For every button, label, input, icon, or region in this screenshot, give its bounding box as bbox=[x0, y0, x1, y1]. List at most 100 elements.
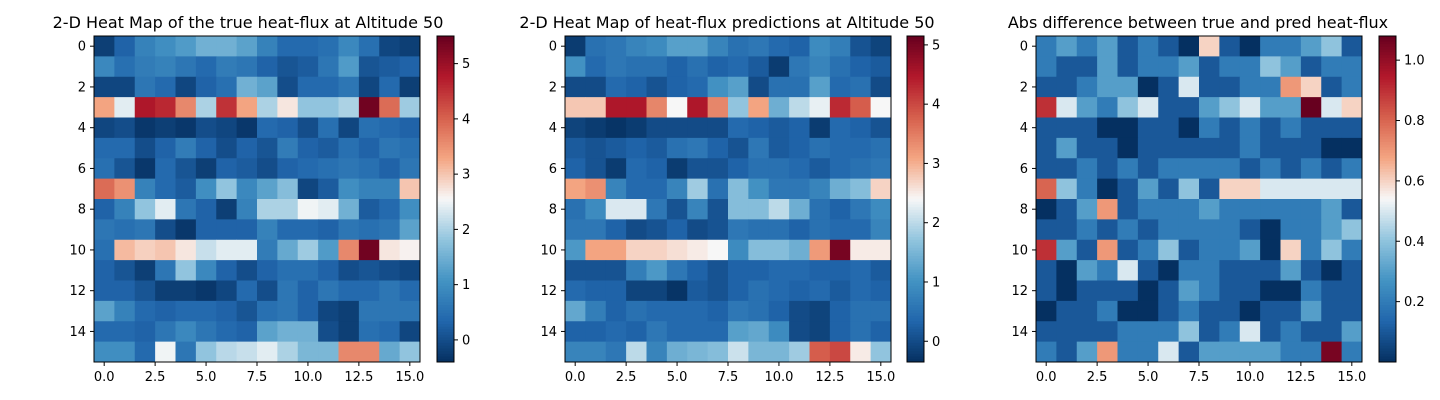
heatmap-cell bbox=[1260, 137, 1281, 159]
heatmap-cell bbox=[1199, 260, 1220, 281]
heatmap-cell bbox=[585, 260, 607, 281]
heatmap-cell bbox=[646, 178, 668, 200]
heatmap-cell bbox=[646, 219, 668, 241]
heatmap-cell bbox=[297, 76, 319, 98]
heatmap-cell bbox=[666, 97, 688, 118]
colorbar-segment bbox=[437, 166, 454, 170]
heatmap-cell bbox=[728, 158, 749, 180]
heatmap-cell bbox=[1158, 36, 1180, 57]
heatmap-cell bbox=[646, 280, 668, 302]
heatmap-cell bbox=[216, 36, 238, 57]
heatmap-cell bbox=[1076, 178, 1098, 200]
heatmap-cell bbox=[277, 199, 299, 220]
colorbar-segment bbox=[437, 131, 454, 135]
heatmap-cell bbox=[1158, 158, 1180, 180]
x-tick-label: 7.5 bbox=[718, 370, 739, 385]
heatmap-cell bbox=[626, 158, 647, 180]
colorbar-segment bbox=[437, 120, 454, 124]
heatmap-cell bbox=[277, 341, 299, 363]
heatmap-cell bbox=[585, 280, 607, 302]
colorbar-segment bbox=[907, 237, 924, 241]
heatmap-cell bbox=[728, 260, 749, 281]
heatmap-cell bbox=[1036, 321, 1057, 343]
heatmap-cell bbox=[1239, 76, 1261, 98]
heatmap-cell bbox=[850, 219, 872, 241]
heatmap-cell bbox=[707, 199, 729, 220]
heatmap-cell bbox=[829, 199, 851, 220]
heatmap-cell bbox=[1341, 137, 1363, 159]
colorbar-segment bbox=[1379, 269, 1396, 273]
heatmap-cell bbox=[1260, 219, 1281, 241]
heatmap-cell bbox=[687, 199, 709, 220]
heatmap-cell bbox=[1097, 300, 1118, 322]
colorbar-segment bbox=[437, 345, 454, 349]
heatmap-cell bbox=[1219, 56, 1241, 78]
heatmap-cell bbox=[1199, 97, 1220, 118]
heatmap-cell bbox=[626, 137, 647, 159]
heatmap-cell bbox=[1321, 239, 1343, 261]
colorbar-segment bbox=[1379, 296, 1396, 301]
colorbar-segment bbox=[437, 114, 454, 118]
heatmap-cell bbox=[114, 36, 136, 57]
colorbar-segment bbox=[1379, 133, 1396, 138]
colorbar-segment bbox=[1379, 250, 1396, 254]
colorbar-segment bbox=[437, 231, 454, 235]
colorbar-segment bbox=[1379, 128, 1396, 132]
heatmap-cell bbox=[1280, 341, 1302, 363]
heatmap-cell bbox=[379, 219, 401, 241]
heatmap-cell bbox=[1056, 341, 1078, 363]
heatmap-cell bbox=[1199, 239, 1220, 261]
colorbar-segment bbox=[437, 93, 454, 97]
heatmap-cell bbox=[1117, 219, 1139, 241]
heatmap-cell bbox=[707, 137, 729, 159]
colorbar-tick-label: 5 bbox=[462, 57, 470, 72]
heatmap-cell bbox=[155, 158, 176, 180]
colorbar-segment bbox=[437, 193, 454, 197]
colorbar-segment bbox=[1379, 359, 1396, 363]
colorbar-segment bbox=[1379, 307, 1396, 311]
heatmap-cell bbox=[605, 117, 627, 139]
heatmap-cell bbox=[195, 300, 217, 322]
heatmap-cell bbox=[687, 219, 709, 241]
heatmap-cell bbox=[175, 36, 197, 57]
heatmap-cell bbox=[585, 321, 607, 343]
heatmap-cell bbox=[195, 56, 217, 78]
heatmap-cell bbox=[297, 280, 319, 302]
heatmap-cell bbox=[1199, 56, 1220, 78]
colorbar-segment bbox=[1379, 334, 1396, 339]
heatmap-cell bbox=[626, 239, 647, 261]
colorbar-segment bbox=[437, 318, 454, 322]
colorbar-segment bbox=[437, 285, 454, 290]
heatmap-cell bbox=[748, 341, 770, 363]
heatmap-cell bbox=[748, 219, 770, 241]
heatmap-cell bbox=[155, 280, 176, 302]
colorbar-segment bbox=[1379, 318, 1396, 322]
heatmap-cell bbox=[1097, 199, 1118, 220]
colorbar-segment bbox=[1379, 87, 1396, 91]
colorbar-segment bbox=[437, 101, 454, 105]
colorbar-segment bbox=[437, 323, 454, 328]
heatmap-cell bbox=[605, 56, 627, 78]
heatmap-cell bbox=[1117, 56, 1139, 78]
heatmap-cell bbox=[399, 280, 421, 302]
heatmap-cell bbox=[666, 56, 688, 78]
heatmap-cell bbox=[585, 239, 607, 261]
heatmap-cell bbox=[1239, 219, 1261, 241]
heatmap-cell bbox=[236, 341, 258, 363]
colorbar-segment bbox=[907, 253, 924, 257]
colorbar-segment bbox=[907, 103, 924, 108]
colorbar-segment bbox=[907, 112, 924, 116]
heatmap-panel-abs-difference: Abs difference between true and pred hea… bbox=[1008, 13, 1425, 385]
heatmap-cell bbox=[1097, 36, 1118, 57]
heatmap-cell bbox=[687, 280, 709, 302]
colorbar: 0 1 2 3 4 5 bbox=[906, 35, 940, 363]
heatmap-cell bbox=[809, 321, 831, 343]
heatmap-cell bbox=[1199, 178, 1220, 200]
heatmap-cell bbox=[134, 260, 156, 281]
heatmap-cell bbox=[277, 239, 299, 261]
colorbar-segment bbox=[1379, 283, 1396, 287]
colorbar-segment bbox=[1379, 275, 1396, 279]
heatmap-cell bbox=[1036, 56, 1057, 78]
heatmap-cell bbox=[1280, 158, 1302, 180]
